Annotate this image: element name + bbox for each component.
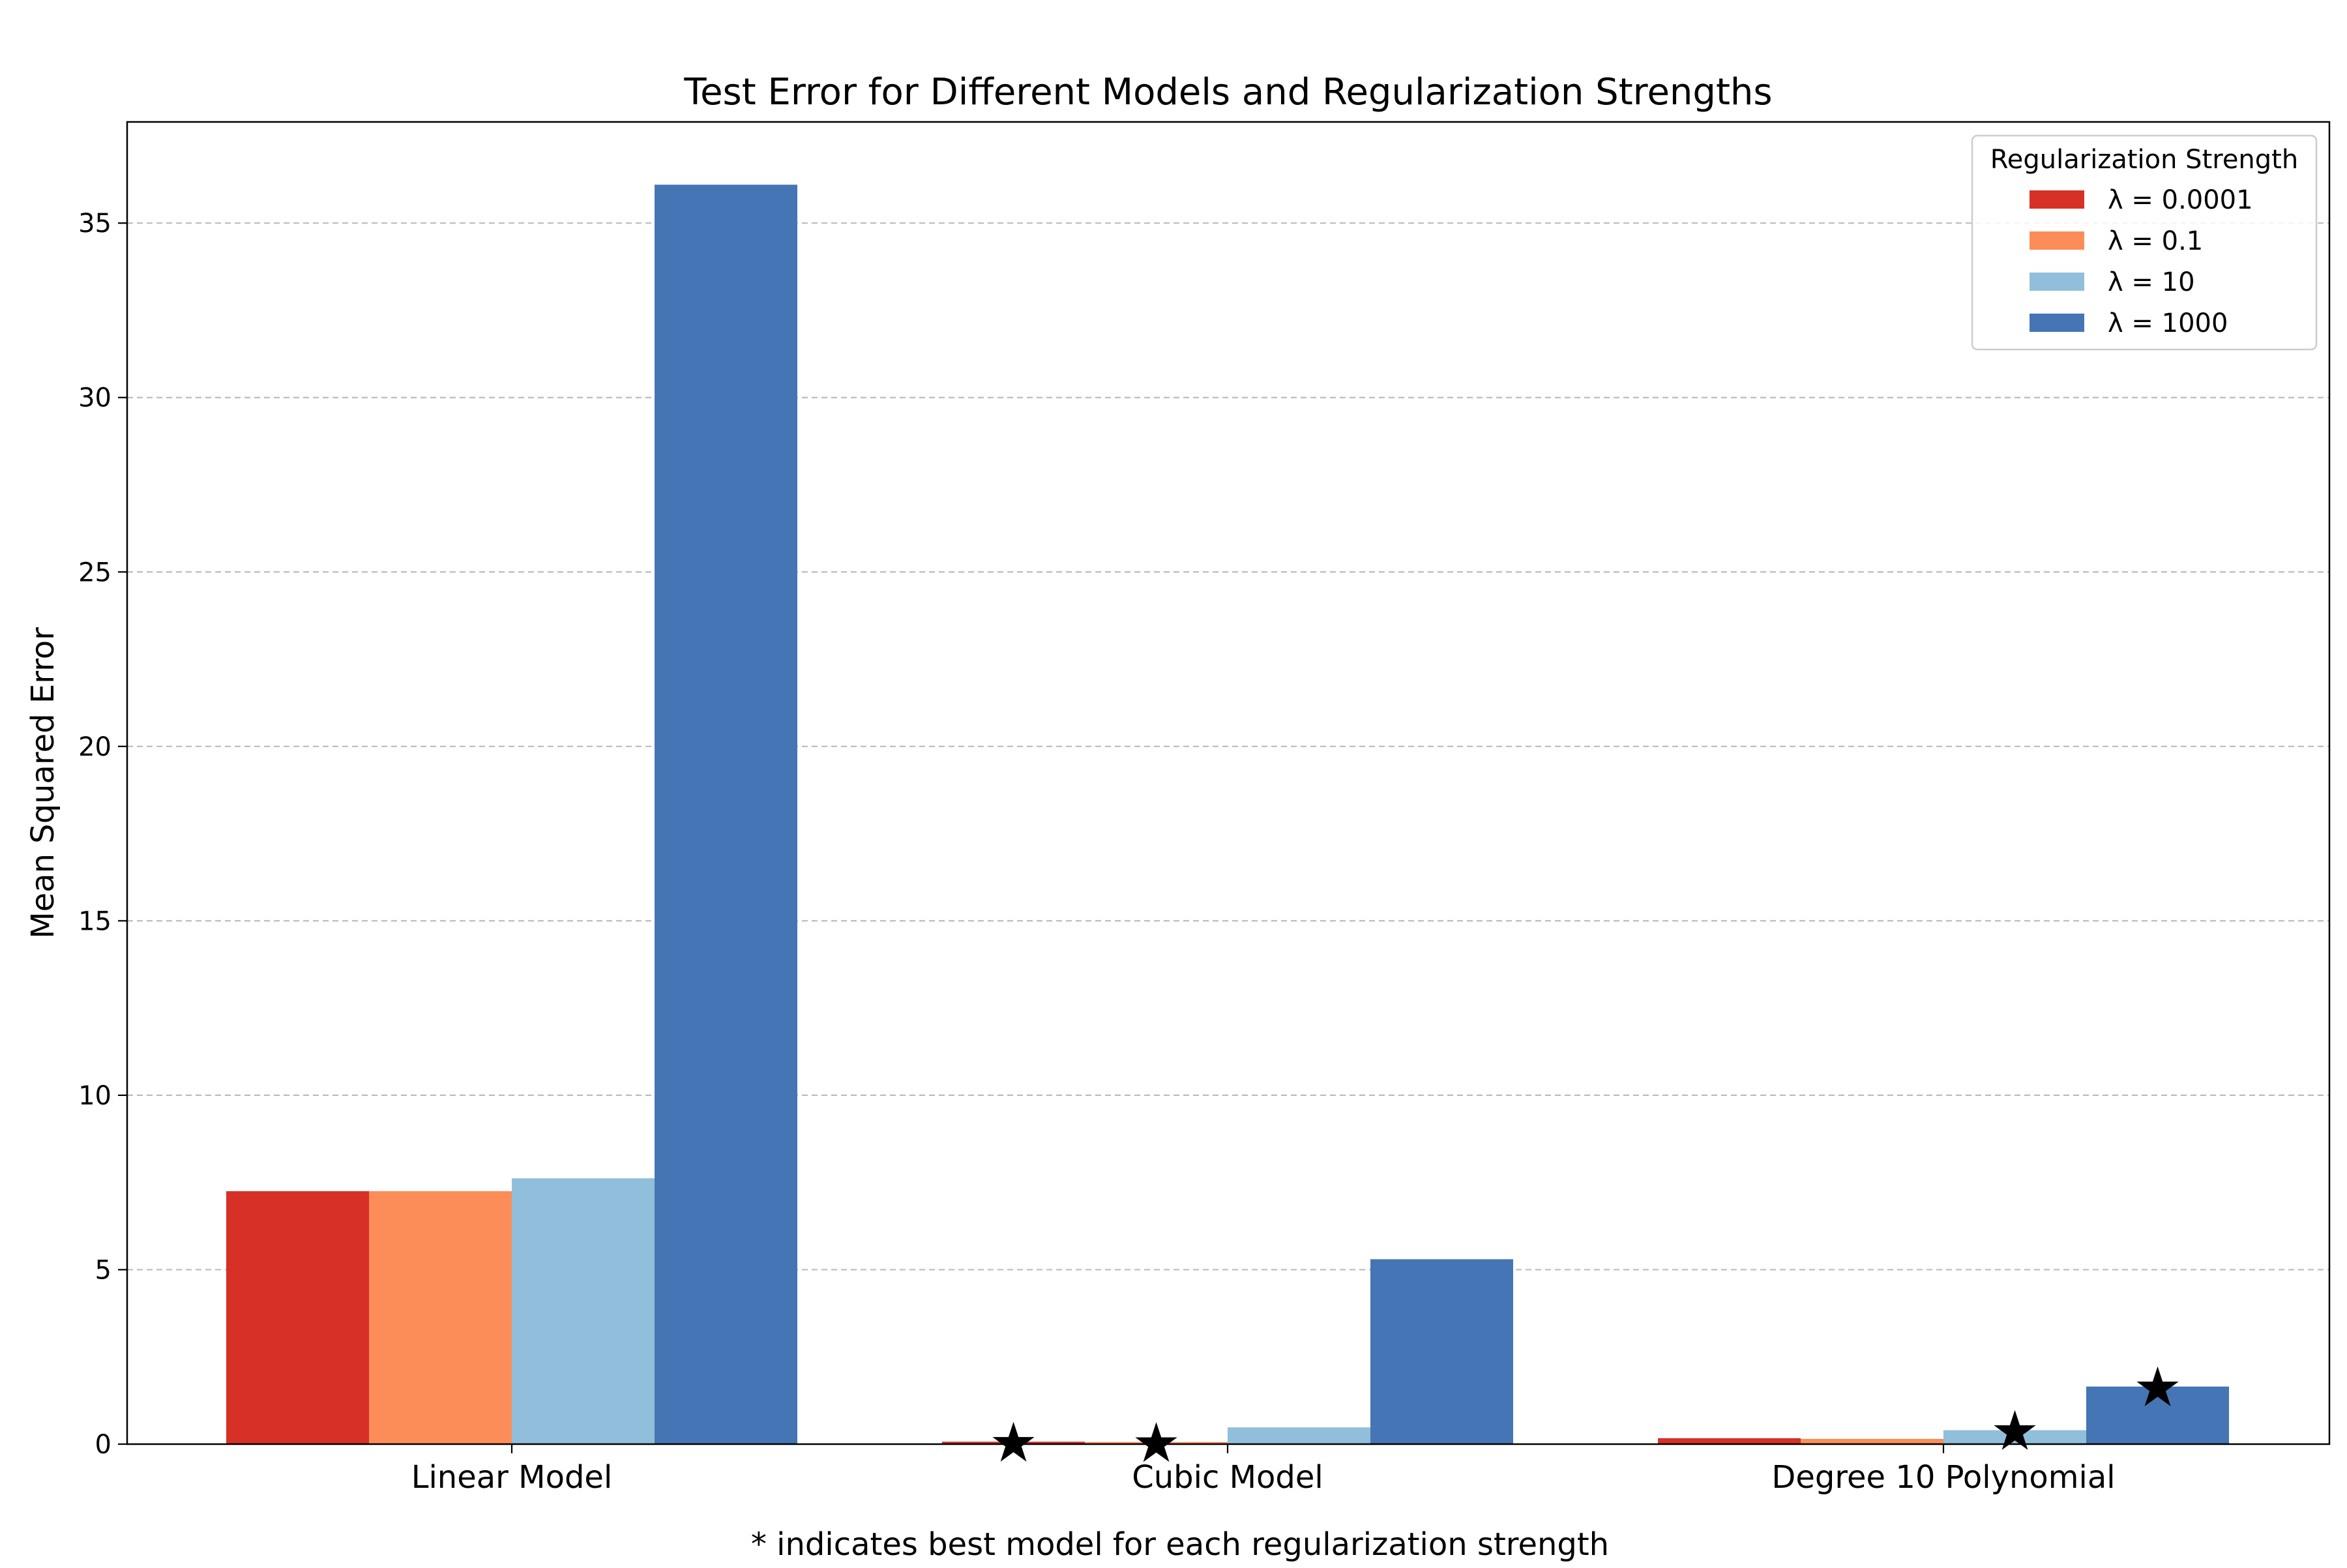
legend-swatch bbox=[2030, 190, 2084, 209]
bars bbox=[226, 185, 2229, 1444]
bar bbox=[1943, 1430, 2086, 1444]
best-star-marker: ★ bbox=[989, 1410, 1038, 1474]
bar bbox=[1801, 1438, 1943, 1444]
y-tick-label: 10 bbox=[78, 1081, 111, 1111]
best-markers: ★ ★ ★ ★ bbox=[989, 1355, 2182, 1475]
y-tick-label: 5 bbox=[95, 1255, 111, 1285]
legend-label: λ = 0.0001 bbox=[2108, 185, 2253, 215]
bar bbox=[655, 185, 797, 1444]
y-axis-label: Mean Squared Error bbox=[25, 627, 61, 939]
bar bbox=[1658, 1438, 1801, 1444]
legend-items: λ = 0.0001 λ = 0.1 λ = 10 λ = 1000 bbox=[2030, 185, 2253, 338]
bar bbox=[512, 1178, 655, 1444]
x-tick-label: Cubic Model bbox=[1132, 1459, 1323, 1496]
chart-title: Test Error for Different Models and Regu… bbox=[683, 71, 1772, 113]
x-tick-label: Linear Model bbox=[411, 1459, 613, 1496]
bar bbox=[1228, 1427, 1370, 1444]
y-tick-label: 20 bbox=[78, 732, 111, 762]
bar bbox=[2086, 1386, 2229, 1444]
best-star-marker: ★ bbox=[1990, 1399, 2039, 1463]
y-tick-label: 0 bbox=[95, 1430, 111, 1460]
bar bbox=[942, 1442, 1085, 1444]
bar bbox=[1370, 1259, 1513, 1444]
legend-label: λ = 10 bbox=[2108, 267, 2195, 297]
y-tick-label: 30 bbox=[78, 383, 111, 413]
bar bbox=[1085, 1442, 1228, 1444]
legend-label: λ = 1000 bbox=[2108, 308, 2228, 338]
bar bbox=[369, 1191, 512, 1444]
legend-box bbox=[1971, 134, 2318, 351]
y-tick-label: 15 bbox=[78, 906, 111, 936]
legend-title: Regularization Strength bbox=[1990, 145, 2298, 175]
bar bbox=[226, 1191, 369, 1444]
best-star-marker: ★ bbox=[1132, 1411, 1181, 1475]
y-tick-label: 35 bbox=[78, 209, 111, 239]
legend-swatch bbox=[2030, 273, 2084, 291]
legend-swatch bbox=[2030, 231, 2084, 250]
axes: 0 5 10 15 20 25 30 35 Linear Model Cubic Model Deg… bbox=[78, 209, 2116, 1496]
best-star-marker: ★ bbox=[2133, 1355, 2182, 1419]
y-tick-label: 25 bbox=[78, 557, 111, 587]
legend-label: λ = 0.1 bbox=[2108, 226, 2203, 256]
footnote: * indicates best model for each regulari… bbox=[751, 1526, 1609, 1563]
x-tick-label: Degree 10 Polynomial bbox=[1771, 1459, 2115, 1496]
legend-swatch bbox=[2030, 314, 2084, 332]
